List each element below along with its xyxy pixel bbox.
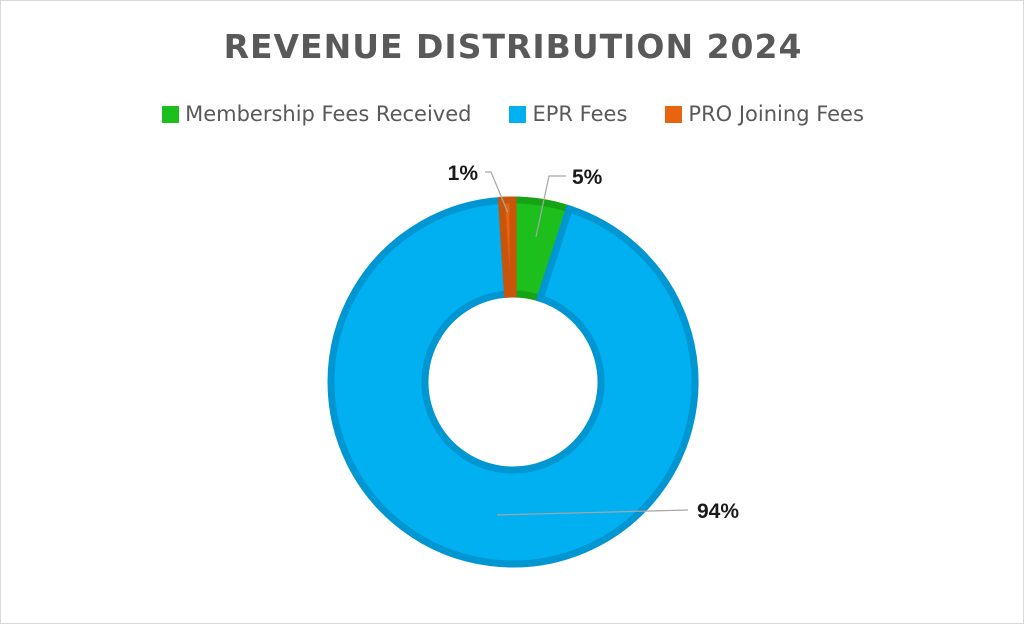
leader-line-membership	[535, 175, 566, 237]
legend-label-epr: EPR Fees	[532, 102, 628, 126]
legend-item-epr: EPR Fees	[509, 102, 627, 126]
legend-item-membership: Membership Fees Received	[162, 102, 471, 126]
legend: Membership Fees Received EPR Fees PRO Jo…	[1, 102, 1024, 126]
legend-swatch-epr	[509, 105, 527, 123]
slice-epr	[327, 196, 699, 568]
legend-label-pro: PRO Joining Fees	[688, 102, 864, 126]
legend-label-membership: Membership Fees Received	[185, 102, 472, 126]
data-label-epr: 94%	[697, 500, 739, 523]
legend-swatch-membership	[162, 105, 180, 123]
data-label-pro: 1%	[448, 162, 479, 185]
data-label-membership: 5%	[572, 166, 603, 189]
legend-item-pro: PRO Joining Fees	[665, 102, 864, 126]
slice-pro	[497, 196, 517, 298]
legend-swatch-pro	[665, 105, 683, 123]
leader-line-pro	[485, 171, 509, 213]
chart-title: REVENUE DISTRIBUTION 2024	[223, 27, 803, 66]
leader-line-epr	[496, 509, 689, 516]
